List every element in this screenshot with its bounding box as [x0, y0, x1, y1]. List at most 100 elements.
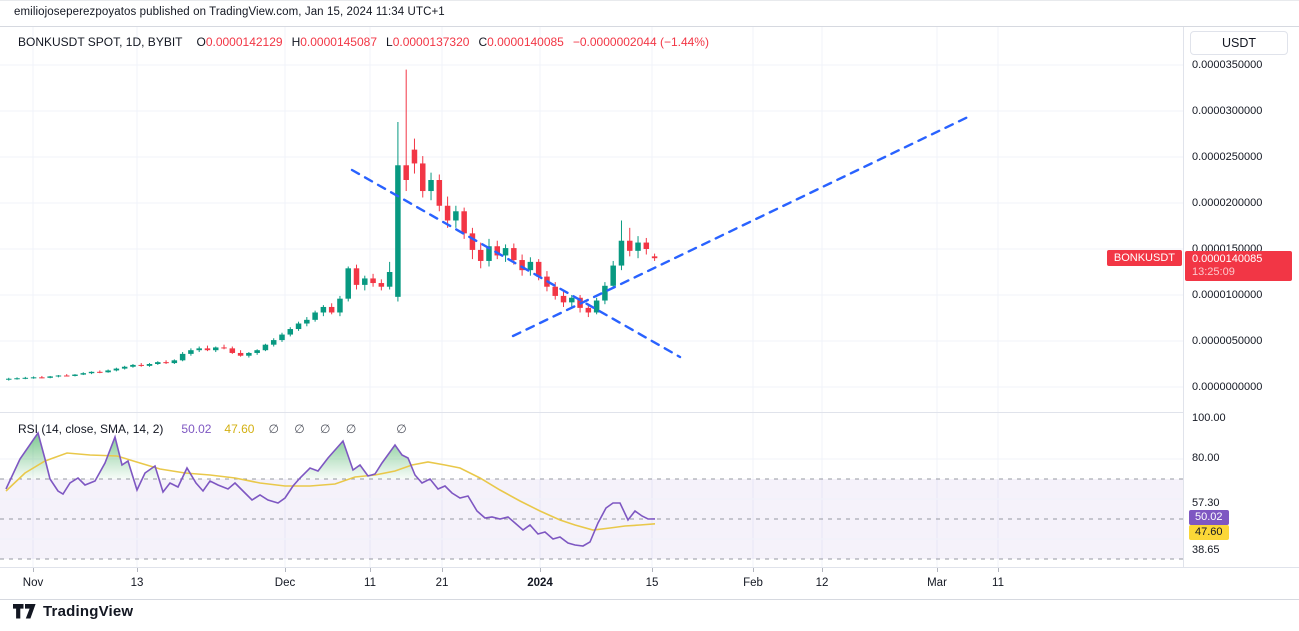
candle — [337, 295, 343, 317]
candle — [254, 349, 260, 355]
rsi-empty-values: ∅ ∅ ∅ ∅ — [268, 422, 363, 436]
time-axis-tick — [285, 568, 286, 572]
rsi-scale-label: 100.00 — [1192, 412, 1226, 424]
rsi-sma-line — [5, 452, 656, 531]
rsi-title[interactable]: RSI (14, close, SMA, 14, 2) — [18, 422, 164, 436]
time-axis-label: 11 — [364, 577, 376, 589]
low-value: 0.0000137320 — [392, 35, 470, 49]
time-axis-label: 15 — [645, 577, 659, 589]
candle — [519, 254, 525, 276]
candle — [304, 317, 310, 327]
candle — [204, 345, 211, 352]
candle — [113, 367, 120, 372]
candle — [155, 361, 161, 365]
candle — [444, 196, 451, 228]
tradingview-logo-icon — [13, 604, 36, 619]
candle — [72, 374, 78, 377]
price-scale-label: 0.0000350000 — [1192, 59, 1263, 71]
low-label: L — [386, 35, 393, 49]
rsi-scale-label: 57.30 — [1192, 497, 1220, 510]
footer: TradingView — [13, 603, 133, 620]
candle — [635, 236, 641, 259]
candle — [436, 174, 443, 212]
candle — [179, 352, 186, 362]
price-scale[interactable]: USDT 0.0000350000 0.0000300000 0.000025000… — [1183, 27, 1299, 567]
candle — [63, 374, 70, 377]
rsi-scale-label: 38.65 — [1192, 543, 1220, 556]
last-price-value: 0.0000140085 — [1192, 253, 1263, 266]
symbol-price-tag: BONKUSDT — [1106, 250, 1182, 267]
candle — [80, 372, 87, 376]
time-axis-tick — [998, 568, 999, 572]
candle — [287, 327, 294, 337]
candle — [47, 375, 53, 379]
rsi-value-badge: 47.60 — [1189, 524, 1229, 540]
candle — [14, 377, 20, 380]
chart-area: BONKUSDT SPOT, 1D, BYBIT O0.0000142129 H… — [0, 26, 1299, 600]
candle — [403, 69, 409, 192]
candle — [105, 369, 111, 373]
time-axis-tick — [540, 568, 541, 572]
candle — [196, 346, 202, 353]
candle — [55, 375, 62, 378]
price-pane-svg[interactable] — [0, 27, 1183, 412]
rsi-empty-value: ∅ — [396, 422, 407, 436]
candle — [453, 205, 459, 228]
candle — [486, 238, 492, 267]
candle — [420, 156, 426, 198]
currency-toggle-button[interactable]: USDT — [1190, 31, 1288, 55]
candle — [643, 237, 650, 255]
candle — [6, 377, 12, 381]
candle — [163, 360, 169, 364]
rsi-pane-svg[interactable] — [0, 413, 1183, 567]
tradingview-brand[interactable]: TradingView — [43, 603, 134, 620]
candle — [560, 290, 567, 307]
candle — [395, 122, 401, 302]
candle — [130, 364, 136, 368]
time-axis-tick — [442, 568, 443, 572]
candle — [270, 338, 277, 347]
time-axis-tick — [137, 568, 138, 572]
rsi-band-fill — [0, 479, 1183, 559]
high-label: H — [291, 35, 301, 49]
close-value: 0.0000140085 — [487, 35, 564, 49]
time-axis-tick — [753, 568, 754, 572]
trendline-descending[interactable] — [350, 168, 682, 359]
time-axis-tick — [937, 568, 938, 572]
time-axis-label: Dec — [274, 577, 296, 589]
candle — [386, 261, 393, 290]
candle — [602, 282, 608, 305]
candle — [246, 352, 252, 358]
high-value: 0.0000145087 — [300, 35, 377, 49]
candle — [651, 253, 658, 261]
time-axis[interactable]: Nov 13 Dec 11 21 2024 15 Feb 12 Mar 11 — [0, 567, 1299, 599]
candle — [279, 332, 285, 342]
price-scale-label: 0.0000300000 — [1192, 105, 1263, 117]
candle — [39, 375, 45, 379]
published-info: emiliojoseperezpoyatos published on Trad… — [14, 6, 445, 18]
candle — [171, 359, 178, 364]
candle — [237, 350, 244, 357]
candle — [213, 346, 219, 353]
price-scale-label: 0.0000100000 — [1192, 289, 1263, 301]
last-price-countdown: 13:25:09 — [1192, 266, 1235, 279]
candle — [22, 376, 29, 380]
rsi-legend: RSI (14, close, SMA, 14, 2) 50.02 47.60 … — [18, 422, 407, 436]
candle — [569, 295, 575, 308]
price-pane[interactable]: BONKUSDT SPOT, 1D, BYBIT O0.0000142129 H… — [0, 27, 1183, 412]
candle — [469, 227, 476, 260]
time-axis-label: 2024 — [527, 577, 553, 589]
price-scale-label: 0.0000000000 — [1192, 381, 1263, 393]
time-axis-label: 21 — [435, 577, 449, 589]
candle — [262, 343, 269, 352]
candle — [320, 305, 327, 317]
time-axis-tick — [822, 568, 823, 572]
symbol-title[interactable]: BONKUSDT SPOT, 1D, BYBIT — [18, 35, 183, 49]
rsi-pane[interactable]: RSI (14, close, SMA, 14, 2) 50.02 47.60 … — [0, 412, 1183, 568]
candle — [88, 371, 95, 375]
candle — [627, 227, 633, 257]
trendline-ascending[interactable] — [511, 114, 972, 338]
candle — [527, 257, 534, 276]
open-label: O — [196, 35, 206, 49]
